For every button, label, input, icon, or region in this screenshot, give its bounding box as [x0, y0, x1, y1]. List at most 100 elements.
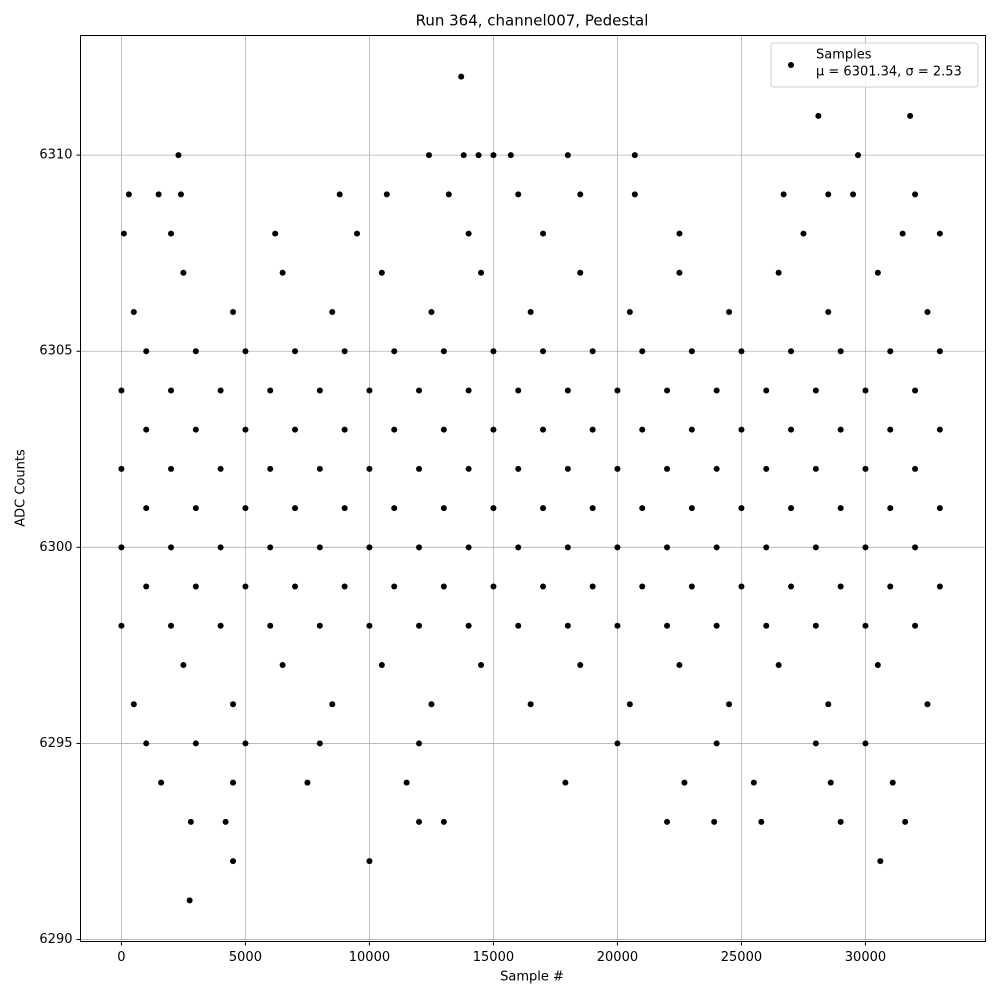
point	[589, 583, 596, 590]
point	[366, 465, 373, 472]
point	[855, 152, 862, 159]
point	[217, 544, 224, 551]
x-tick-label: 20000	[597, 950, 638, 965]
point	[899, 230, 906, 237]
point	[118, 622, 125, 629]
y-axis-label: ADC Counts	[14, 449, 29, 527]
point	[515, 622, 522, 629]
point	[440, 583, 447, 590]
point	[800, 230, 807, 237]
point	[877, 858, 884, 865]
point	[465, 622, 472, 629]
point	[378, 661, 385, 668]
point	[825, 191, 832, 198]
point	[177, 191, 184, 198]
point	[316, 465, 323, 472]
point	[540, 505, 547, 512]
point	[815, 112, 822, 119]
point	[639, 505, 646, 512]
point	[316, 387, 323, 394]
chart-title: Run 364, channel007, Pedestal	[416, 12, 649, 30]
point	[577, 661, 584, 668]
point	[614, 387, 621, 394]
point	[192, 505, 199, 512]
point	[292, 348, 299, 355]
point	[676, 230, 683, 237]
point	[936, 348, 943, 355]
point	[428, 701, 435, 708]
point	[242, 348, 249, 355]
point	[217, 622, 224, 629]
point	[130, 309, 137, 316]
x-tick-label: 5000	[229, 950, 262, 965]
point	[887, 426, 894, 433]
point	[304, 779, 311, 786]
point	[366, 387, 373, 394]
point	[812, 465, 819, 472]
point	[383, 191, 390, 198]
point	[726, 309, 733, 316]
point	[143, 348, 150, 355]
point	[125, 191, 132, 198]
point	[758, 818, 765, 825]
point	[341, 583, 348, 590]
point	[812, 622, 819, 629]
x-tick-label: 15000	[473, 950, 514, 965]
point	[664, 465, 671, 472]
point	[292, 426, 299, 433]
plot-frame	[80, 35, 986, 942]
points	[118, 73, 943, 904]
point	[681, 779, 688, 786]
point	[936, 230, 943, 237]
point	[143, 426, 150, 433]
point	[862, 622, 869, 629]
point	[713, 387, 720, 394]
point	[175, 152, 182, 159]
point	[192, 583, 199, 590]
point	[267, 465, 274, 472]
point	[143, 505, 150, 512]
point	[763, 544, 770, 551]
point	[366, 622, 373, 629]
point	[465, 465, 472, 472]
point	[788, 583, 795, 590]
point	[118, 387, 125, 394]
point	[180, 269, 187, 276]
point	[564, 622, 571, 629]
point	[837, 583, 844, 590]
point	[292, 583, 299, 590]
point	[589, 505, 596, 512]
point	[416, 740, 423, 747]
x-tick-label: 30000	[845, 950, 886, 965]
point	[837, 426, 844, 433]
point	[775, 269, 782, 276]
point	[631, 152, 638, 159]
point	[788, 505, 795, 512]
point	[180, 661, 187, 668]
point	[478, 661, 485, 668]
point	[837, 348, 844, 355]
point	[515, 191, 522, 198]
point	[626, 701, 633, 708]
point	[192, 426, 199, 433]
point	[738, 583, 745, 590]
point	[354, 230, 361, 237]
legend-marker	[788, 62, 794, 68]
point	[527, 701, 534, 708]
point	[912, 387, 919, 394]
legend-label: Samples	[816, 48, 872, 63]
point	[874, 269, 881, 276]
point	[626, 309, 633, 316]
point	[217, 465, 224, 472]
point	[763, 622, 770, 629]
point	[862, 465, 869, 472]
point	[230, 309, 237, 316]
point	[428, 309, 435, 316]
point	[825, 309, 832, 316]
point	[540, 230, 547, 237]
point	[292, 505, 299, 512]
point	[341, 426, 348, 433]
point	[912, 544, 919, 551]
point	[750, 779, 757, 786]
